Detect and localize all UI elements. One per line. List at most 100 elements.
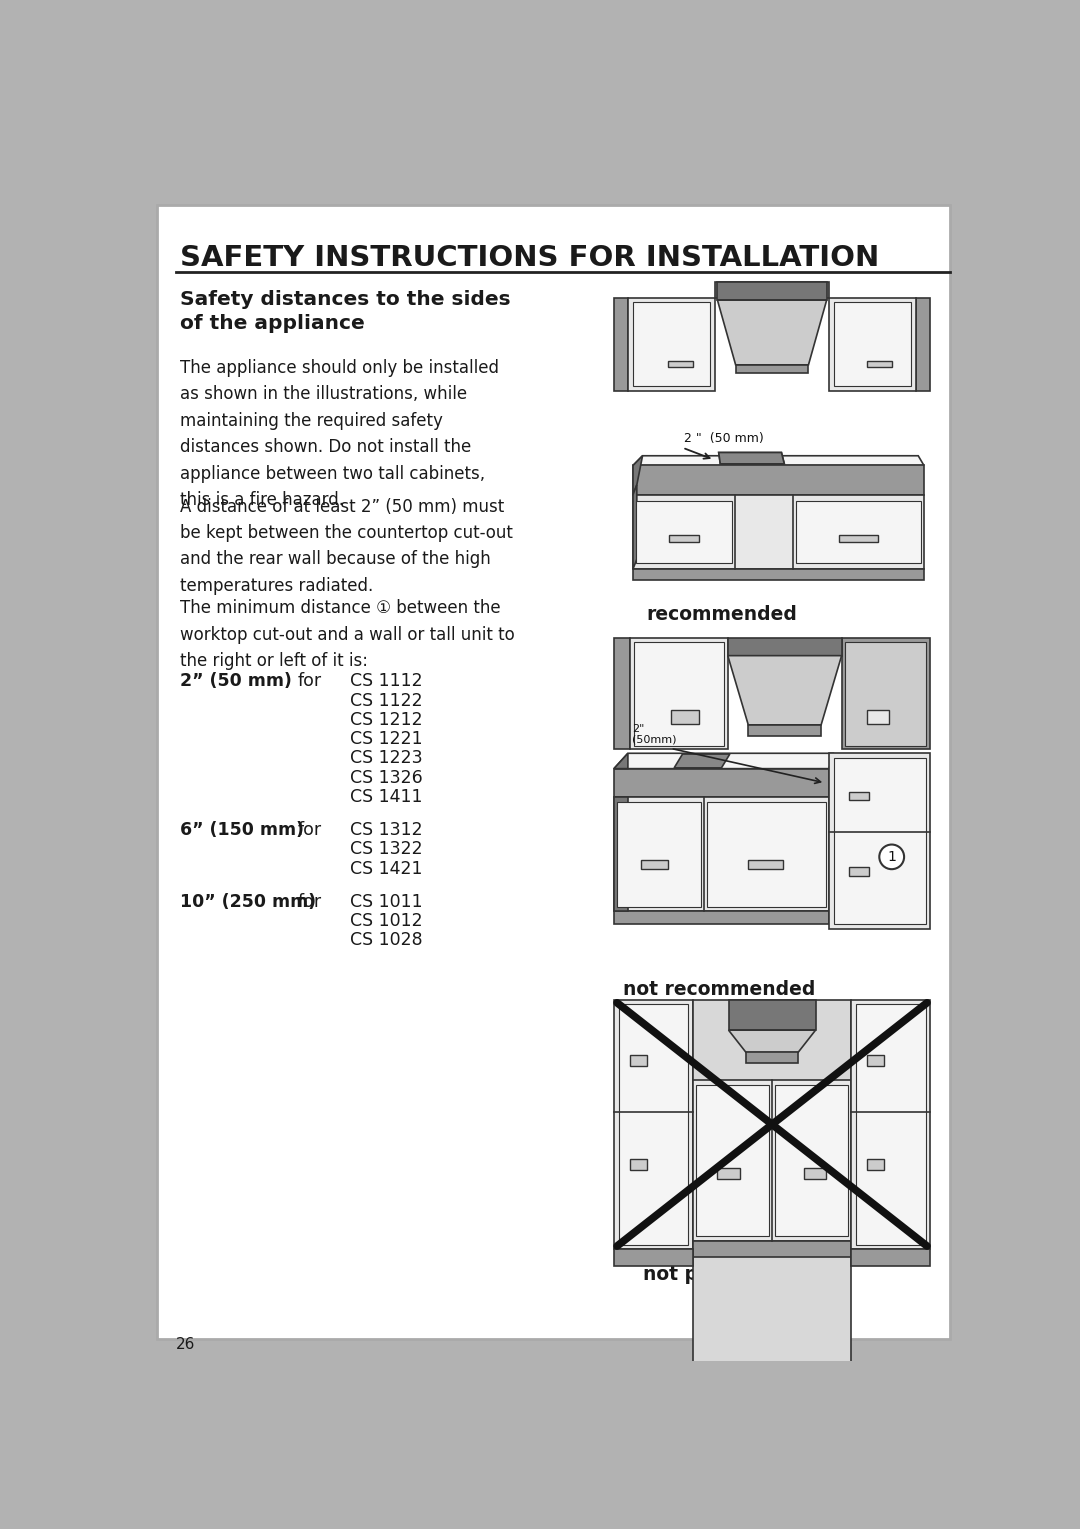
Polygon shape: [613, 797, 627, 911]
Text: recommended: recommended: [647, 605, 797, 624]
Bar: [855, 1005, 926, 1245]
Text: 1: 1: [888, 850, 896, 864]
Text: for: for: [298, 673, 322, 691]
Bar: [633, 494, 924, 569]
Bar: [629, 298, 715, 391]
Text: for: for: [298, 821, 322, 839]
Bar: [630, 1159, 647, 1170]
Text: for: for: [298, 893, 322, 911]
Text: CS 1028: CS 1028: [350, 931, 423, 950]
Bar: [707, 801, 826, 907]
Bar: [851, 1249, 930, 1266]
Bar: [667, 361, 693, 367]
Text: CS 1112: CS 1112: [350, 673, 423, 691]
Text: CS 1122: CS 1122: [350, 691, 423, 709]
Bar: [728, 638, 841, 656]
Polygon shape: [633, 456, 924, 465]
Bar: [735, 365, 809, 373]
Text: 2"
(50mm): 2" (50mm): [632, 723, 676, 745]
Bar: [642, 859, 669, 868]
Bar: [846, 642, 927, 746]
Polygon shape: [674, 754, 730, 768]
Bar: [693, 1242, 851, 1257]
Bar: [671, 711, 700, 723]
Text: CS 1223: CS 1223: [350, 749, 423, 768]
Bar: [746, 1052, 798, 1064]
Text: not permitted: not permitted: [643, 1264, 789, 1283]
Polygon shape: [718, 453, 784, 463]
Bar: [834, 758, 926, 924]
Polygon shape: [633, 456, 643, 494]
Bar: [630, 638, 728, 749]
Text: Safety distances to the sides
of the appliance: Safety distances to the sides of the app…: [180, 289, 511, 333]
Bar: [804, 1168, 826, 1179]
Bar: [775, 1084, 848, 1237]
Text: 2 "  (50 mm): 2 " (50 mm): [684, 433, 764, 445]
Bar: [669, 535, 699, 541]
Bar: [697, 1084, 769, 1237]
Bar: [729, 1000, 815, 1031]
Bar: [717, 281, 826, 300]
Bar: [867, 361, 892, 367]
Polygon shape: [633, 465, 924, 494]
Bar: [867, 1055, 885, 1066]
Polygon shape: [728, 656, 841, 725]
Text: CS 1212: CS 1212: [350, 711, 423, 729]
Text: CS 1011: CS 1011: [350, 893, 423, 911]
Bar: [630, 1055, 647, 1066]
Bar: [829, 754, 930, 928]
Bar: [613, 1000, 693, 1249]
Polygon shape: [729, 1031, 815, 1052]
Text: A distance of at least 2” (50 mm) must
be kept between the countertop cut-out
an: A distance of at least 2” (50 mm) must b…: [180, 497, 513, 595]
Bar: [796, 500, 921, 563]
Bar: [748, 725, 821, 735]
Polygon shape: [717, 300, 826, 365]
Text: 26: 26: [176, 1336, 195, 1352]
Bar: [613, 797, 829, 911]
Bar: [839, 535, 878, 541]
Bar: [867, 711, 889, 723]
Text: The minimum distance ① between the
worktop cut-out and a wall or tall unit to
th: The minimum distance ① between the workt…: [180, 599, 515, 670]
Polygon shape: [613, 754, 627, 769]
Text: 10” (250 mm): 10” (250 mm): [180, 893, 316, 911]
Text: CS 1312: CS 1312: [350, 821, 423, 839]
Bar: [613, 638, 630, 749]
Text: CS 1012: CS 1012: [350, 911, 423, 930]
Bar: [693, 1000, 851, 1529]
Bar: [849, 867, 869, 876]
Text: CS 1221: CS 1221: [350, 731, 423, 748]
Text: 6” (150 mm): 6” (150 mm): [180, 821, 303, 839]
Bar: [715, 281, 829, 298]
Bar: [636, 500, 732, 563]
Text: CS 1326: CS 1326: [350, 769, 423, 787]
Bar: [613, 769, 829, 797]
Bar: [613, 1249, 693, 1266]
Bar: [634, 642, 724, 746]
Text: The appliance should only be installed
as shown in the illustrations, while
main: The appliance should only be installed a…: [180, 359, 499, 509]
Bar: [693, 1079, 851, 1242]
Bar: [693, 1058, 851, 1079]
Polygon shape: [633, 485, 637, 569]
Bar: [633, 303, 711, 387]
Bar: [619, 1005, 688, 1245]
Bar: [617, 801, 701, 907]
Bar: [851, 1000, 930, 1249]
Text: not recommended: not recommended: [623, 980, 815, 998]
Bar: [916, 298, 930, 391]
Text: CS 1421: CS 1421: [350, 859, 423, 878]
Text: 2” (50 mm): 2” (50 mm): [180, 673, 292, 691]
Text: CS 1411: CS 1411: [350, 787, 423, 806]
Bar: [829, 298, 916, 391]
Bar: [867, 1159, 885, 1170]
Polygon shape: [718, 453, 784, 463]
Text: CS 1322: CS 1322: [350, 841, 423, 858]
Circle shape: [879, 844, 904, 868]
Bar: [841, 638, 930, 749]
Bar: [748, 859, 783, 868]
Text: SAFETY INSTRUCTIONS FOR INSTALLATION: SAFETY INSTRUCTIONS FOR INSTALLATION: [180, 243, 879, 272]
Bar: [834, 303, 912, 387]
Bar: [849, 792, 869, 800]
Bar: [613, 298, 629, 391]
Bar: [613, 911, 829, 925]
Bar: [717, 1168, 741, 1179]
